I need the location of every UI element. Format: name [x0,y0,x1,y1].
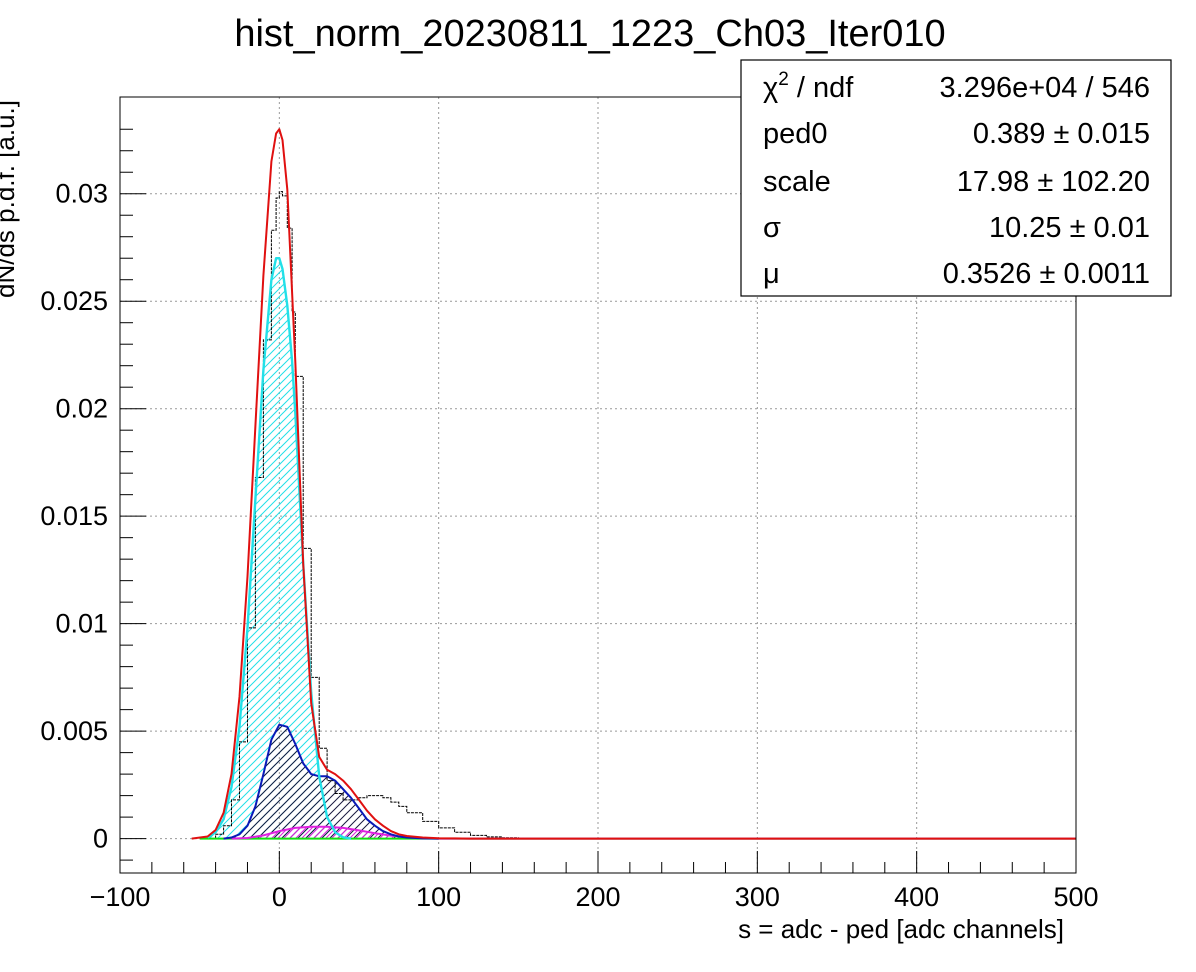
series-lines [191,128,1076,840]
fit-stats-box: χ2 / ndf 3.296e+04 / 546 ped0 0.389 ± 0.015… [740,59,1172,297]
one-pe-fill-area [223,724,439,839]
stats-row-label: μ [763,258,780,290]
stats-row-label: χ2 / ndf [763,69,854,104]
stats-row-label: scale [763,166,831,198]
x-tick-label: 400 [894,882,939,912]
stats-row-value: 3.296e+04 / 546 [940,72,1150,104]
stats-row-label: ped0 [763,118,828,150]
y-tick-label: 0.025 [40,286,108,316]
two-pe-fill-area [231,826,1076,839]
data-histogram-series [199,191,1076,840]
y-tick-label: 0 [93,824,108,854]
y-tick-label: 0.01 [55,609,108,639]
y-tick-label: 0.03 [55,179,108,209]
pedestal-fill-area [207,258,351,839]
y-tick-label: 0.005 [40,716,108,746]
stats-row-value: 17.98 ± 102.20 [957,166,1150,198]
one-pe-line-series [223,723,439,840]
x-tick-label: 500 [1053,882,1098,912]
component-fills [207,258,1076,839]
total-fit-line-series [191,128,1076,840]
pedestal-line-series [206,257,352,840]
stats-row-value: 0.389 ± 0.015 [973,118,1150,150]
x-tick-label: 100 [416,882,461,912]
stats-row-value: 10.25 ± 0.01 [989,212,1150,244]
chart-title: hist_norm_20230811_1223_Ch03_Iter010 [234,13,945,55]
x-tick-label: 200 [575,882,620,912]
y-tick-label: 0.02 [55,394,108,424]
x-tick-label: 300 [735,882,780,912]
x-axis-label: s = adc - ped [adc channels] [738,914,1064,944]
axes: −100 0 100 200 300 400 500 0 0.005 0.01 0.015 0.02 0… [40,128,1099,912]
x-tick-label: −100 [90,882,151,912]
stats-box-frame [740,59,1172,297]
y-tick-label: 0.015 [40,501,108,531]
stats-row-value: 0.3526 ± 0.0011 [943,258,1150,290]
y-axis-label: dN/ds p.d.f. [a.u.] [0,100,20,298]
stats-row-label: σ [763,212,781,244]
x-tick-label: 0 [272,882,287,912]
